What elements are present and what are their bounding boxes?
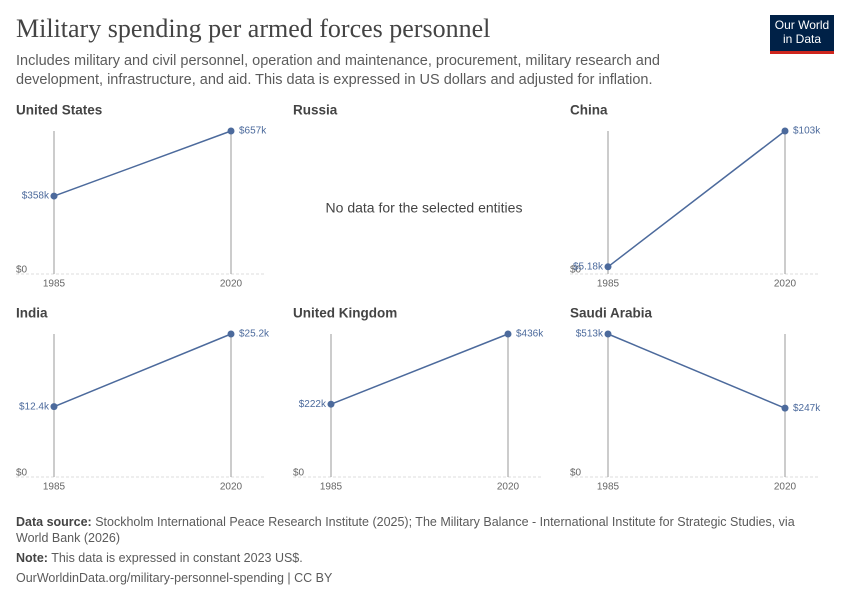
logo[interactable]: Our World in Data [770,15,834,54]
value-label: $12.4k [19,401,50,412]
point [781,127,789,135]
source-text: Stockholm International Peace Research I… [16,515,795,545]
note-label: Note: [16,551,48,565]
no-data-message: No data for the selected entities [326,200,523,216]
subtitle: Includes military and civil personnel, o… [16,53,660,88]
value-label: $5.18k [573,261,604,272]
slope-line [607,130,786,268]
point [781,404,789,412]
panel-title: United States [16,103,102,118]
x-tick-label: 1985 [320,482,343,493]
point [604,330,612,338]
x-tick-label: 1985 [43,482,66,493]
panel-title: Russia [293,103,338,118]
point [227,330,235,338]
point [327,400,335,408]
y-tick-label: $0 [16,265,28,276]
panel-title: Saudi Arabia [570,306,653,321]
panel-title: India [16,306,48,321]
x-tick-label: 1985 [597,482,620,493]
title: Military spending per armed forces perso… [16,14,491,43]
value-label: $657k [239,126,267,137]
point [50,192,58,200]
point [504,330,512,338]
value-label: $513k [576,329,604,340]
panel-title: United Kingdom [293,306,397,321]
value-label: $247k [793,403,821,414]
slope-line [53,333,232,408]
y-tick-label: $0 [293,468,305,479]
point [227,127,235,135]
chart: United States $0 1985 2020 $358k $657k Russia N… [16,103,821,493]
point [50,403,58,411]
y-tick-label: $0 [570,468,582,479]
x-tick-label: 2020 [497,482,520,493]
value-label: $103k [793,126,821,137]
y-tick-label: $0 [570,265,582,276]
x-tick-label: 2020 [774,279,797,290]
source-label: Data source: [16,515,92,529]
url[interactable]: OurWorldinData.org/military-personnel-sp… [16,571,333,585]
value-label: $25.2k [239,329,270,340]
note: Note: This data is expressed in constant… [16,550,816,566]
slope-line [607,333,786,409]
source: Data source: Stockholm International Pea… [16,514,816,546]
value-label: $358k [22,191,50,202]
note-text: This data is expressed in constant 2023 … [51,551,303,565]
x-tick-label: 2020 [774,482,797,493]
y-tick-label: $0 [16,468,28,479]
slope-line [330,333,509,405]
footer: Data source: Stockholm International Pea… [16,514,816,586]
panel-title: China [570,103,608,118]
x-tick-label: 2020 [220,279,243,290]
slope-line [53,130,232,197]
value-label: $222k [299,399,327,410]
value-label: $436k [516,329,544,340]
x-tick-label: 1985 [43,279,66,290]
x-tick-label: 1985 [597,279,620,290]
x-tick-label: 2020 [220,482,243,493]
point [604,263,612,271]
